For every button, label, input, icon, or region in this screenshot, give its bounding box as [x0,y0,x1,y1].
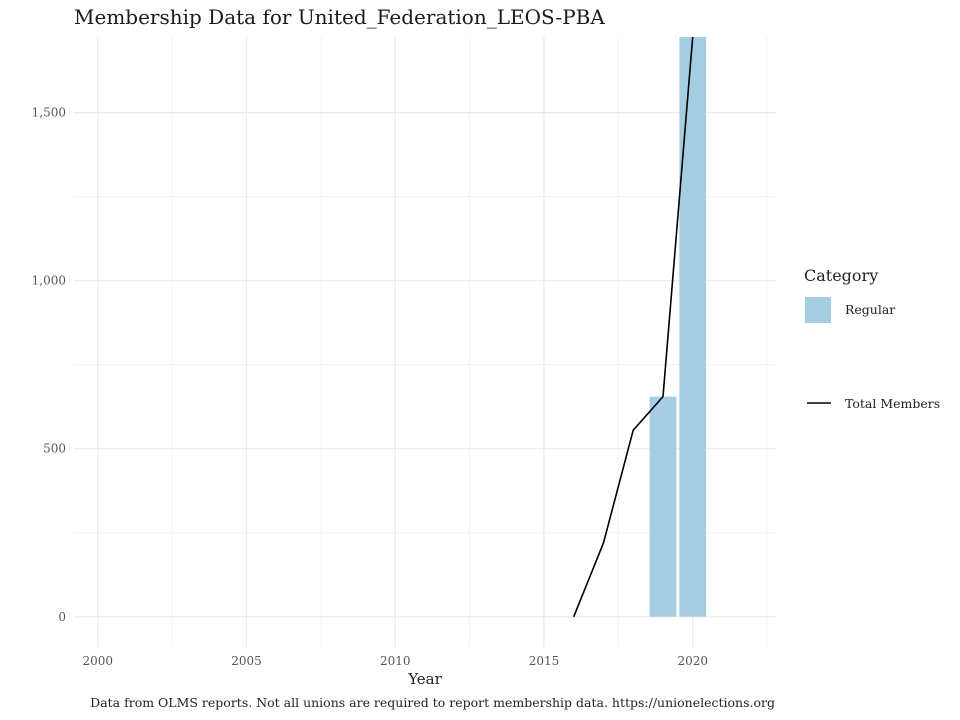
y-tick-label: 500 [43,442,66,456]
caption: Data from OLMS reports. Not all unions a… [90,695,775,710]
x-tick-label: 2015 [529,654,560,668]
x-tick-label: 2005 [231,654,262,668]
total-members-line [572,36,694,618]
x-axis-title: Year [407,670,442,688]
legend-label-regular: Regular [845,302,895,317]
total-members-line-group [572,36,694,618]
y-axis-ticks: 0 500 1,000 1,500 [32,106,66,624]
y-tick-label: 1,500 [32,106,66,120]
x-tick-label: 2010 [380,654,411,668]
bars [649,37,707,617]
y-tick-label: 0 [58,610,66,624]
y-tick-label: 1,000 [32,274,66,288]
legend: Category Regular Total Members [804,266,940,411]
bar-regular [649,396,677,617]
bar-regular [679,37,707,617]
x-axis-ticks: 2000 2005 2010 2015 2020 [83,654,708,668]
x-tick-label: 2020 [677,654,708,668]
chart-title: Membership Data for United_Federation_LE… [74,5,605,29]
legend-swatch-regular [805,297,831,323]
legend-title: Category [804,266,878,285]
x-tick-label: 2000 [83,654,114,668]
legend-label-total-members: Total Members [845,396,940,411]
